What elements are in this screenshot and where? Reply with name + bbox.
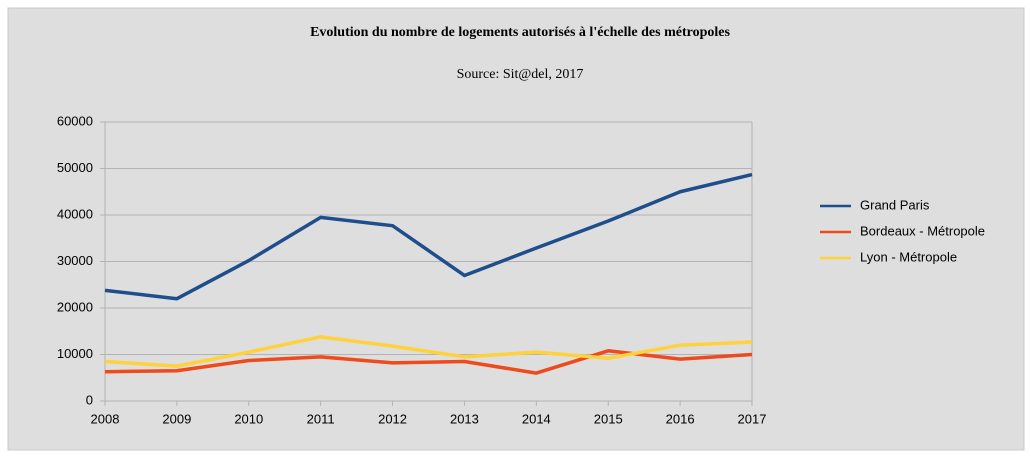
- y-tick-label: 30000: [57, 253, 93, 268]
- x-tick-label: 2016: [666, 411, 695, 426]
- x-tick-label: 2008: [91, 411, 120, 426]
- x-tick-label: 2017: [738, 411, 767, 426]
- chart-subtitle: Source: Sit@del, 2017: [457, 67, 584, 82]
- legend-label: Grand Paris: [860, 197, 930, 212]
- chart-background: [7, 7, 1025, 451]
- chart-title: Evolution du nombre de logements autoris…: [310, 25, 730, 40]
- series-line: [104, 335, 753, 368]
- x-tick-label: 2012: [378, 411, 407, 426]
- x-tick-label: 2014: [522, 411, 551, 426]
- y-tick-label: 60000: [57, 113, 93, 128]
- y-tick-label: 10000: [57, 346, 93, 361]
- series-line: [104, 349, 753, 375]
- legend-label: Lyon - Métropole: [860, 249, 957, 264]
- x-tick-label: 2009: [162, 411, 191, 426]
- y-tick-label: 50000: [57, 160, 93, 175]
- legend-label: Bordeaux - Métropole: [860, 223, 985, 238]
- x-tick-label: 2010: [234, 411, 263, 426]
- y-tick-label: 0: [86, 392, 93, 407]
- series-line: [104, 172, 753, 301]
- x-tick-label: 2011: [307, 411, 335, 426]
- y-tick-label: 40000: [57, 206, 93, 221]
- x-tick-label: 2013: [450, 411, 479, 426]
- x-tick-label: 2015: [594, 411, 623, 426]
- y-tick-label: 20000: [57, 299, 93, 314]
